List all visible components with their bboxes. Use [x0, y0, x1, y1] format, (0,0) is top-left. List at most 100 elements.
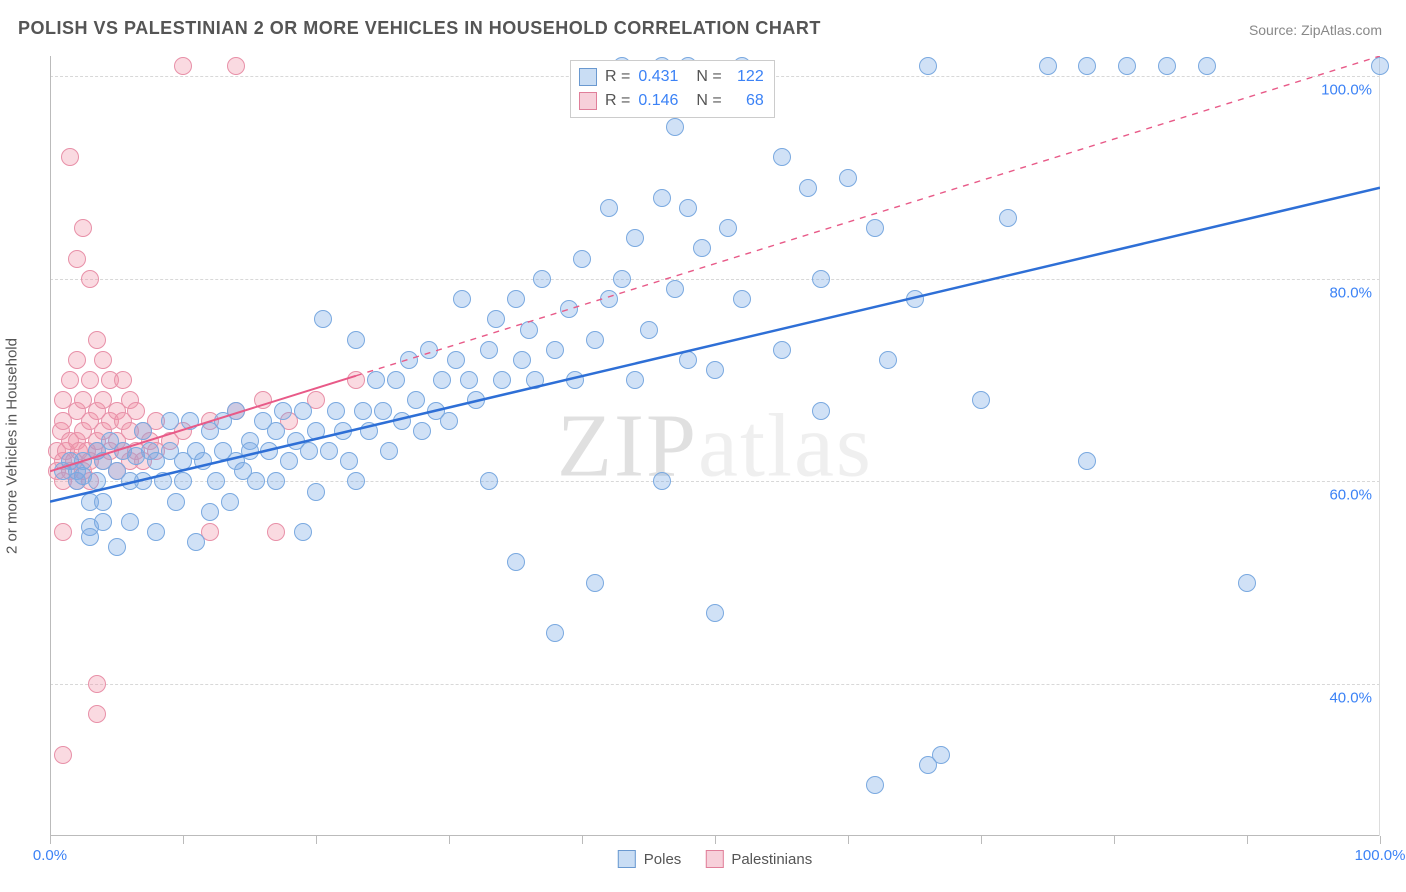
y-tick-label: 80.0%	[1329, 284, 1372, 301]
data-point	[586, 331, 604, 349]
stats-n-label: N =	[696, 65, 721, 89]
data-point	[1158, 57, 1176, 75]
right-border	[1379, 56, 1380, 836]
data-point	[407, 391, 425, 409]
data-point	[380, 442, 398, 460]
data-point	[314, 310, 332, 328]
data-point	[480, 472, 498, 490]
x-tick-label: 0.0%	[33, 847, 67, 864]
x-tick	[1247, 836, 1248, 844]
data-point	[546, 341, 564, 359]
data-point	[733, 290, 751, 308]
data-point	[340, 452, 358, 470]
data-point	[693, 239, 711, 257]
data-point	[566, 371, 584, 389]
chart-title: POLISH VS PALESTINIAN 2 OR MORE VEHICLES…	[18, 18, 821, 39]
data-point	[626, 371, 644, 389]
stats-r-label: R =	[605, 89, 630, 113]
stats-row-palestinians: R = 0.146 N = 68	[579, 89, 764, 113]
data-point	[433, 371, 451, 389]
data-point	[81, 371, 99, 389]
x-tick	[582, 836, 583, 844]
data-point	[207, 472, 225, 490]
x-tick	[715, 836, 716, 844]
data-point	[108, 538, 126, 556]
data-point	[121, 513, 139, 531]
x-tick	[1380, 836, 1381, 844]
data-point	[88, 472, 106, 490]
data-point	[81, 528, 99, 546]
data-point	[626, 229, 644, 247]
data-point	[334, 422, 352, 440]
data-point	[919, 57, 937, 75]
data-point	[181, 412, 199, 430]
stats-n-label: N =	[696, 89, 721, 113]
data-point	[294, 523, 312, 541]
data-point	[54, 746, 72, 764]
grid-line	[50, 279, 1380, 280]
x-tick	[1114, 836, 1115, 844]
data-point	[241, 442, 259, 460]
data-point	[374, 402, 392, 420]
data-point	[719, 219, 737, 237]
data-point	[839, 169, 857, 187]
data-point	[526, 371, 544, 389]
legend-label-palestinians: Palestinians	[731, 851, 812, 868]
data-point	[347, 331, 365, 349]
data-point	[247, 472, 265, 490]
data-point	[679, 351, 697, 369]
x-tick	[183, 836, 184, 844]
data-point	[74, 219, 92, 237]
x-tick	[848, 836, 849, 844]
data-point	[546, 624, 564, 642]
legend-item-palestinians: Palestinians	[705, 850, 812, 868]
data-point	[274, 402, 292, 420]
x-tick	[449, 836, 450, 844]
data-point	[61, 148, 79, 166]
data-point	[467, 391, 485, 409]
stats-n-poles: 122	[730, 65, 764, 89]
data-point	[174, 472, 192, 490]
data-point	[493, 371, 511, 389]
data-point	[194, 452, 212, 470]
data-point	[267, 523, 285, 541]
data-point	[307, 422, 325, 440]
data-point	[354, 402, 372, 420]
data-point	[679, 199, 697, 217]
data-point	[201, 503, 219, 521]
data-point	[1078, 452, 1096, 470]
data-point	[573, 250, 591, 268]
data-point	[507, 553, 525, 571]
data-point	[586, 574, 604, 592]
stats-r-label: R =	[605, 65, 630, 89]
data-point	[1238, 574, 1256, 592]
source-label: Source: ZipAtlas.com	[1249, 22, 1382, 38]
data-point	[360, 422, 378, 440]
data-point	[533, 270, 551, 288]
data-point	[447, 351, 465, 369]
data-point	[812, 270, 830, 288]
data-point	[972, 391, 990, 409]
data-point	[307, 483, 325, 501]
data-point	[653, 189, 671, 207]
data-point	[221, 493, 239, 511]
data-point	[413, 422, 431, 440]
data-point	[653, 472, 671, 490]
legend: Poles Palestinians	[618, 850, 812, 868]
data-point	[280, 452, 298, 470]
data-point	[347, 472, 365, 490]
data-point	[932, 746, 950, 764]
data-point	[1198, 57, 1216, 75]
data-point	[460, 371, 478, 389]
x-tick-label: 100.0%	[1355, 847, 1406, 864]
data-point	[267, 472, 285, 490]
data-point	[327, 402, 345, 420]
data-point	[347, 371, 365, 389]
swatch-palestinians	[579, 92, 597, 110]
data-point	[68, 250, 86, 268]
data-point	[54, 523, 72, 541]
data-point	[167, 493, 185, 511]
data-point	[866, 219, 884, 237]
data-point	[507, 290, 525, 308]
data-point	[174, 57, 192, 75]
